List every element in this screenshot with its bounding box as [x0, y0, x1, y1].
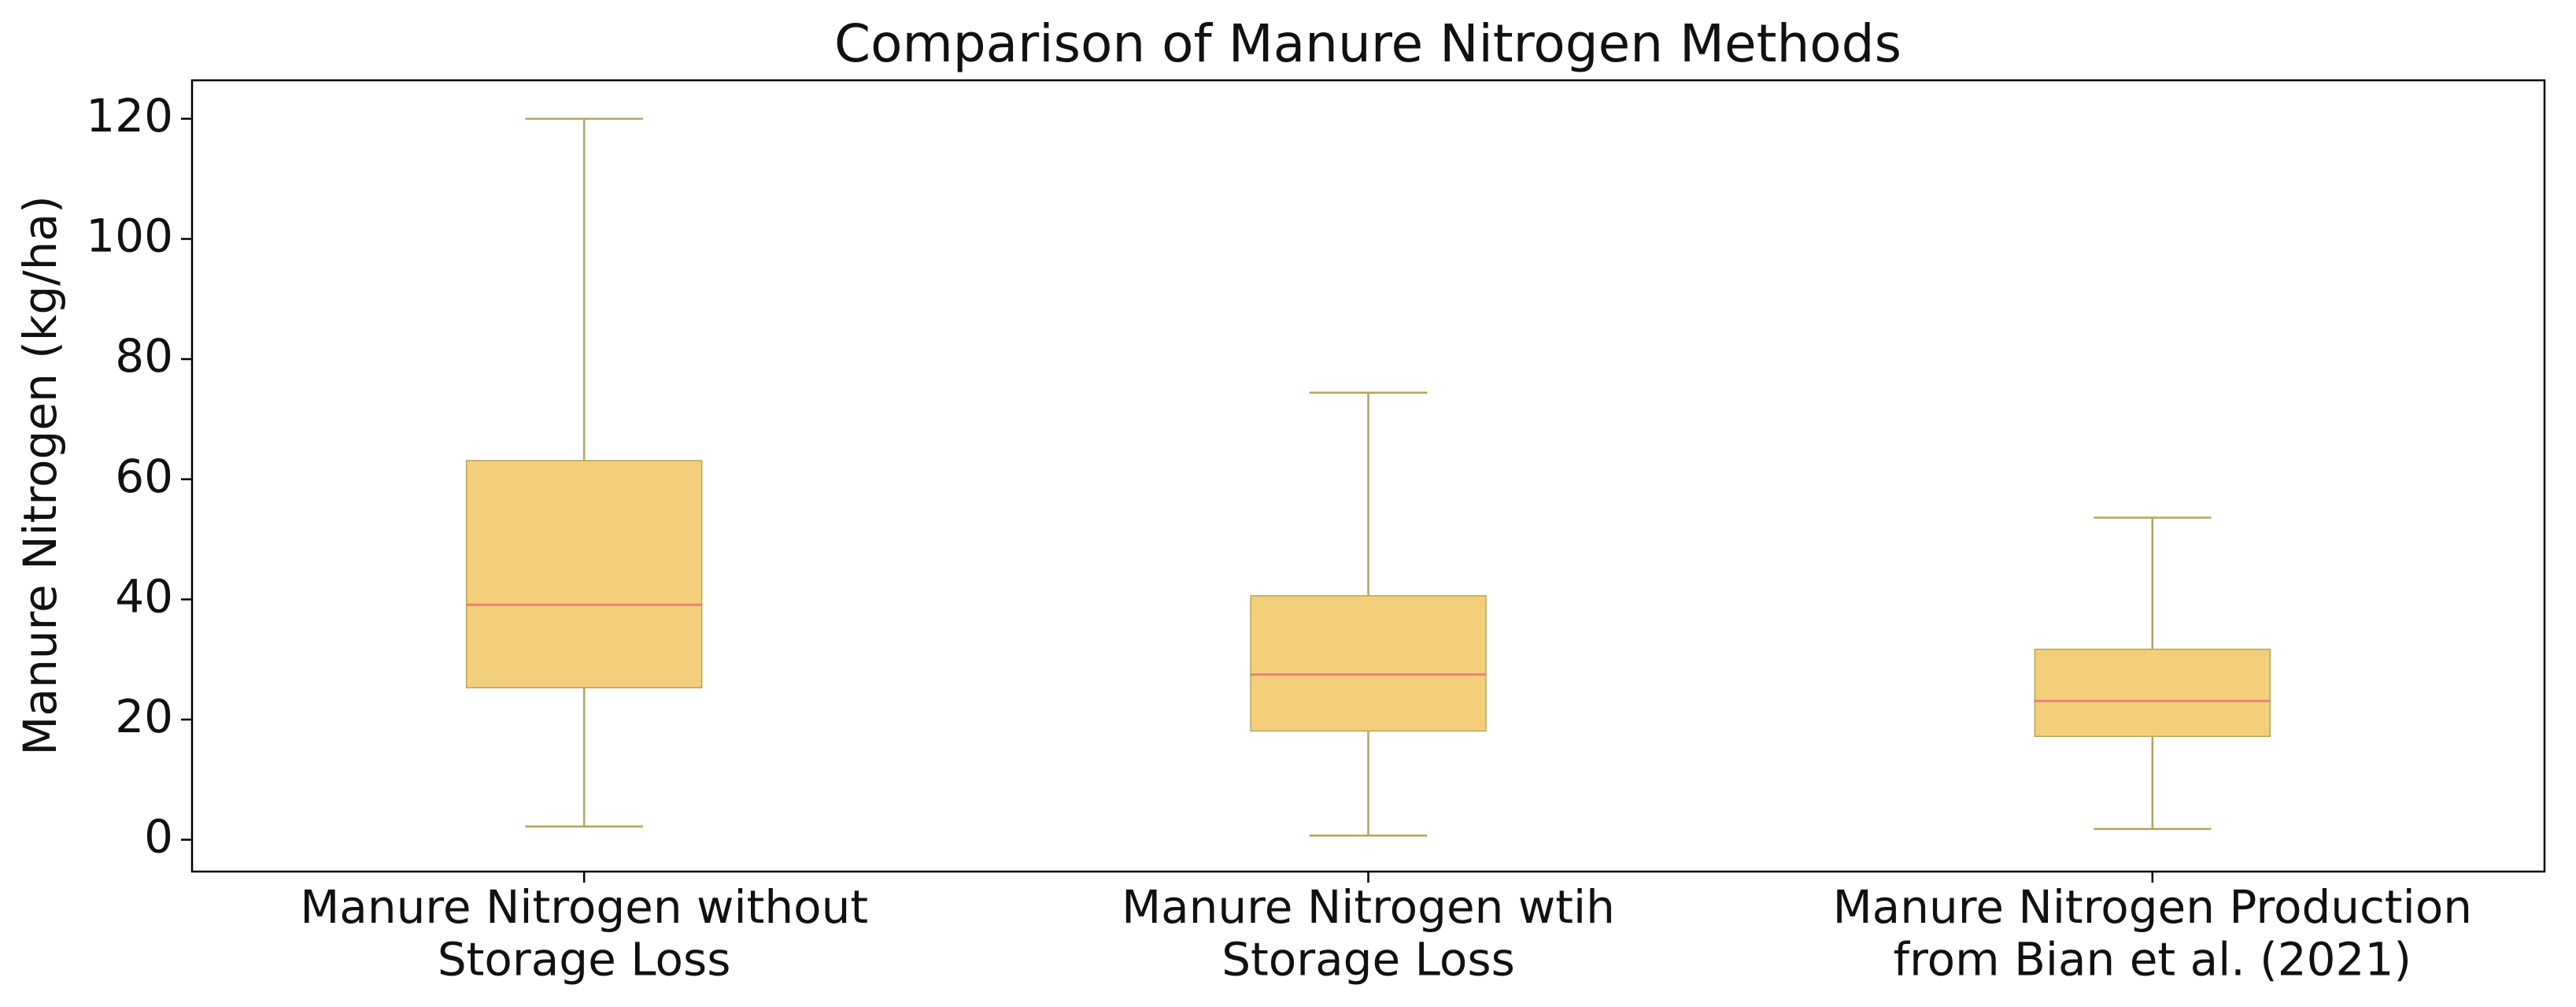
y-tick-label: 100 — [86, 209, 173, 263]
box — [465, 460, 703, 689]
y-tick-label: 80 — [115, 329, 173, 383]
x-tick-label: Manure Nitrogen Production from Bian et a… — [1833, 880, 2472, 987]
chart-title: Comparison of Manure Nitrogen Methods — [834, 13, 1902, 74]
box — [2034, 648, 2271, 738]
y-tick-label: 20 — [115, 690, 173, 743]
x-tick-label: Manure Nitrogen wtih Storage Loss — [1122, 880, 1615, 987]
y-tick-label: 60 — [115, 450, 173, 503]
plot-frame — [190, 79, 2546, 873]
y-tick-label: 120 — [86, 89, 173, 143]
y-tick-label: 40 — [115, 569, 173, 623]
y-tick-label: 0 — [144, 810, 173, 864]
y-axis-label: Manure Nitrogen (kg/ha) — [13, 195, 67, 755]
box — [1250, 594, 1487, 732]
x-tick-label: Manure Nitrogen without Storage Loss — [300, 880, 868, 987]
